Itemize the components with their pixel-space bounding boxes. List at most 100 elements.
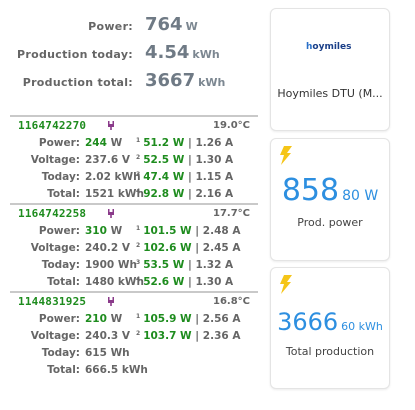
summary-total-label: Production total: <box>22 76 133 89</box>
total-number: 3667 <box>145 70 196 91</box>
power-number: 210 <box>85 313 107 325</box>
channel-number: 1 <box>136 225 141 232</box>
power-number: 244 <box>85 137 107 149</box>
channel-current: | 2.16 A <box>188 188 234 200</box>
inverter-temperature: 19.0°C <box>212 120 250 131</box>
inverter-row-power: Power: 244 W 1 51.2 W | 1.26 A <box>10 135 258 152</box>
channel-4: 4 52.6 W | 1.30 A <box>136 276 233 288</box>
channel-2: 2 103.7 W | 2.36 A <box>136 330 240 342</box>
inverter-serial[interactable]: 1164742270 <box>18 119 87 132</box>
voltage-value: 240.2 V <box>85 242 130 254</box>
power-value: 310 W <box>85 225 122 237</box>
inverter-row-today: Today: 2.02 kWh 3 47.4 W | 1.15 A <box>10 169 258 186</box>
channel-current: | 1.15 A <box>188 171 234 183</box>
channel-power: 101.5 W <box>143 225 192 237</box>
prod-power-card[interactable]: 858 80 W Prod. power <box>270 138 390 261</box>
channel-power: 102.6 W <box>143 242 192 254</box>
channel-2: 2 52.5 W | 1.30 A <box>136 154 233 166</box>
channel-3: 3 47.4 W | 1.15 A <box>136 171 233 183</box>
channel-power: 105.9 W <box>143 313 192 325</box>
channel-current: | 2.36 A <box>195 330 241 342</box>
power-value: 210 W <box>85 313 122 325</box>
channel-number: 4 <box>136 276 141 283</box>
summary-today-label: Production today: <box>17 48 133 61</box>
total-value: 1480 kWh <box>85 276 144 288</box>
power-label: Power: <box>38 137 80 149</box>
inverter-block: 1164742270 19.0°C Power: 244 W 1 51.2 W |… <box>10 115 258 203</box>
today-value: 1900 Wh <box>85 259 137 271</box>
logo-text: oymiles <box>312 42 352 52</box>
prod-power-caption: Prod. power <box>297 216 363 229</box>
total-label: Total: <box>47 188 80 200</box>
channel-power: 47.4 W <box>143 171 185 183</box>
today-label: Today: <box>41 259 80 271</box>
logo-prefix: h <box>306 42 313 52</box>
prod-power-number: 858 <box>281 173 340 208</box>
inverter-row-voltage: Voltage: 237.6 V 2 52.5 W | 1.30 A <box>10 152 258 169</box>
plug-icon <box>108 297 114 306</box>
channel-4: 4 92.8 W | 2.16 A <box>136 188 233 200</box>
total-production-card[interactable]: 3666 60 kWh Total production <box>270 267 390 389</box>
channel-number: 2 <box>136 242 141 249</box>
inverter-row-today: Today: 615 Wh <box>10 345 258 362</box>
inverter-row-power: Power: 310 W 1 101.5 W | 2.48 A <box>10 223 258 240</box>
channel-current: | 1.26 A <box>188 137 234 149</box>
channel-3: 3 53.5 W | 1.32 A <box>136 259 233 271</box>
power-number: 310 <box>85 225 107 237</box>
channel-power: 92.8 W <box>143 188 185 200</box>
summary-today-value: 4.54 kWh <box>145 42 220 63</box>
total-unit: kWh <box>198 76 226 89</box>
channel-number: 3 <box>136 259 141 266</box>
channel-power: 52.6 W <box>143 276 185 288</box>
today-number: 4.54 <box>145 42 190 63</box>
inverter-block: 1144831925 16.8°C Power: 210 W 1 105.9 W … <box>10 291 258 379</box>
summary-power-row: Power: 764 W <box>10 14 258 40</box>
channel-1: 1 51.2 W | 1.26 A <box>136 137 233 149</box>
power-unit: W <box>110 313 123 325</box>
plug-icon <box>108 121 114 130</box>
power-number: 764 <box>145 14 183 35</box>
lightning-icon <box>280 275 292 294</box>
channel-2: 2 102.6 W | 2.45 A <box>136 242 240 254</box>
today-unit: kWh <box>192 48 220 61</box>
summary-total-value: 3667 kWh <box>145 70 225 91</box>
device-card[interactable]: hoymiles Hoymiles DTU (M... <box>270 8 390 131</box>
channel-current: | 1.30 A <box>188 276 234 288</box>
hoymiles-logo: hoymiles <box>306 42 351 52</box>
power-label: Power: <box>38 313 80 325</box>
summary-panel: Power: 764 W Production today: 4.54 kWh Pr… <box>10 14 258 106</box>
total-value: 1521 kWh <box>85 188 144 200</box>
voltage-label: Voltage: <box>30 154 80 166</box>
voltage-label: Voltage: <box>30 330 80 342</box>
today-value: 2.02 kWh <box>85 171 141 183</box>
total-label: Total: <box>47 364 80 376</box>
today-label: Today: <box>41 347 80 359</box>
channel-number: 3 <box>136 171 141 178</box>
power-unit: W <box>110 225 123 237</box>
channel-number: 1 <box>136 313 141 320</box>
total-production-value: 3666 60 kWh <box>271 308 389 336</box>
inverter-temperature: 17.7°C <box>212 208 250 219</box>
channel-number: 2 <box>136 154 141 161</box>
summary-today-row: Production today: 4.54 kWh <box>10 42 258 68</box>
summary-power-value: 764 W <box>145 14 198 35</box>
channel-power: 103.7 W <box>143 330 192 342</box>
inverter-row-total: Total: 1521 kWh 4 92.8 W | 2.16 A <box>10 186 258 203</box>
voltage-label: Voltage: <box>30 242 80 254</box>
channel-power: 52.5 W <box>143 154 185 166</box>
prod-power-unit: 80 W <box>342 188 379 204</box>
power-value: 244 W <box>85 137 122 149</box>
total-production-caption: Total production <box>285 345 375 358</box>
total-production-unit: 60 kWh <box>341 320 383 333</box>
inverter-serial[interactable]: 1164742258 <box>18 207 87 220</box>
channel-power: 51.2 W <box>143 137 185 149</box>
power-unit: W <box>185 20 198 33</box>
inverter-serial[interactable]: 1144831925 <box>18 295 87 308</box>
inverter-row-voltage: Voltage: 240.2 V 2 102.6 W | 2.45 A <box>10 240 258 257</box>
channel-number: 4 <box>136 188 141 195</box>
power-unit: W <box>110 137 123 149</box>
channel-current: | 2.56 A <box>195 313 241 325</box>
power-label: Power: <box>38 225 80 237</box>
voltage-value: 240.3 V <box>85 330 130 342</box>
inverter-row-voltage: Voltage: 240.3 V 2 103.7 W | 2.36 A <box>10 328 258 345</box>
